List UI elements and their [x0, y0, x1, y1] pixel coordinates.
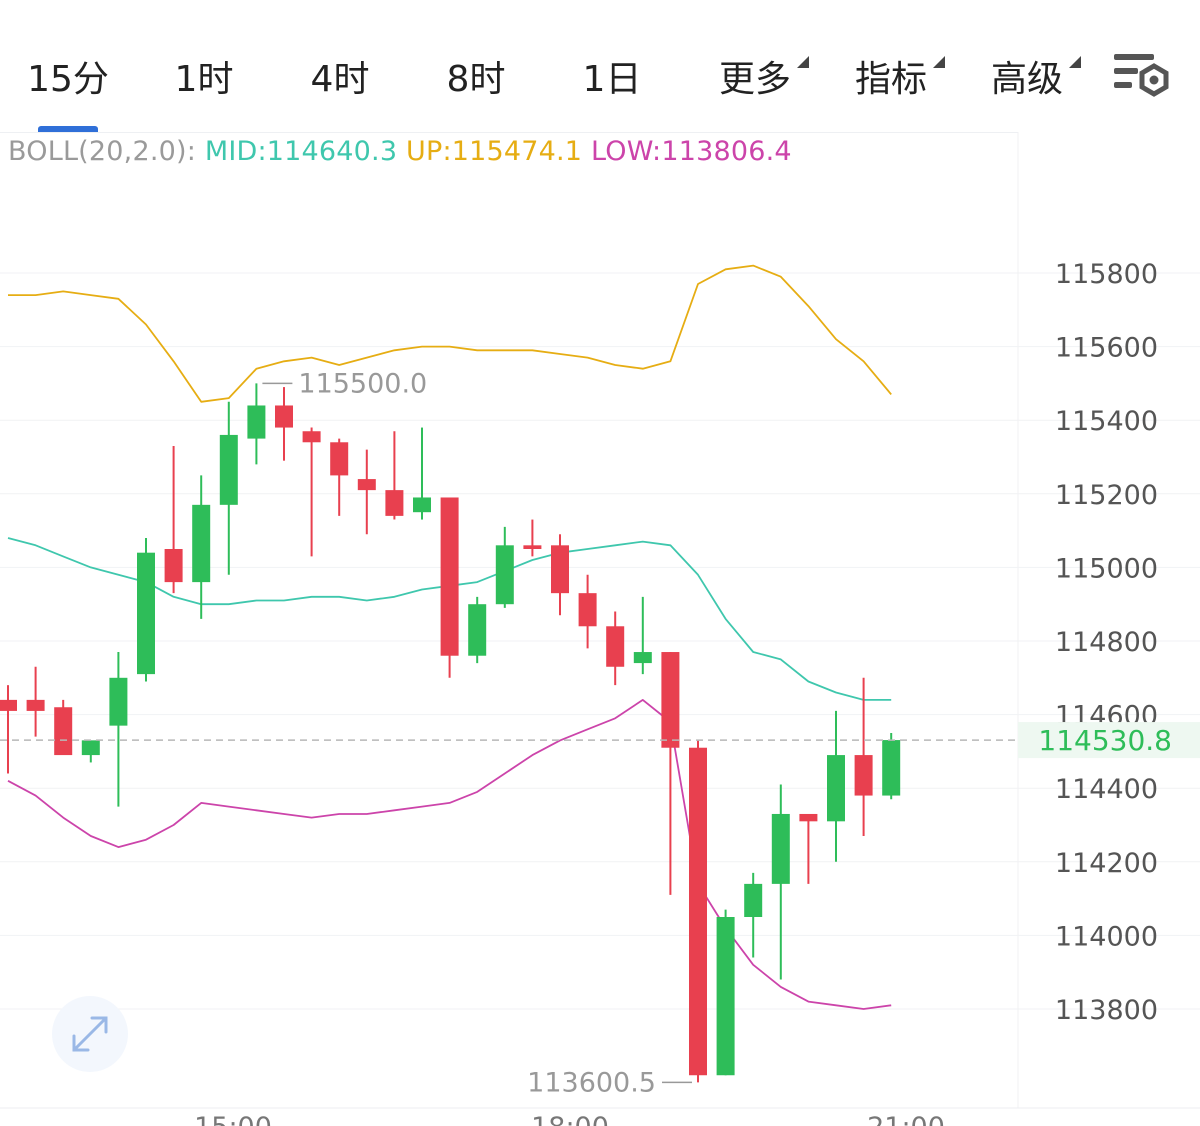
- up-candle: [771, 813, 790, 884]
- current-price-tag: [1018, 722, 1200, 759]
- y-tick-label: 115000: [1055, 553, 1158, 584]
- up-candle: [109, 677, 128, 726]
- fullscreen-button[interactable]: [52, 996, 128, 1072]
- down-candle: [606, 626, 625, 667]
- up-candle: [247, 405, 266, 439]
- x-tick-label: 15:00: [194, 1112, 272, 1126]
- up-candle: [219, 434, 238, 505]
- up-candle: [81, 740, 100, 756]
- price-axis-background: [1018, 132, 1200, 1126]
- down-candle: [385, 490, 404, 516]
- down-candle: [357, 479, 376, 491]
- tab-8h[interactable]: 8时: [408, 20, 544, 132]
- tab-label: 指标: [854, 59, 927, 100]
- min-price-label: 113600.5: [527, 1067, 656, 1098]
- tab-label: 4时: [310, 59, 370, 100]
- down-candle: [275, 405, 293, 428]
- down-candle: [330, 442, 349, 476]
- boll-low-line: [7, 699, 892, 1010]
- boll-indicator-legend: BOLL(20,2.0): MID:114640.3 UP:115474.1 L…: [8, 136, 792, 167]
- down-candle: [689, 747, 707, 1076]
- tab-label: 高级: [990, 59, 1063, 100]
- up-candle: [633, 652, 652, 664]
- y-tick-label: 114400: [1055, 774, 1158, 805]
- up-candle: [744, 883, 763, 917]
- y-tick-label: 114000: [1055, 921, 1158, 952]
- tab-4h[interactable]: 4时: [272, 20, 408, 132]
- tab-label: 15分: [27, 59, 109, 100]
- up-candle: [192, 504, 211, 583]
- up-candle: [468, 604, 487, 656]
- chart-settings-icon: [1114, 54, 1169, 97]
- down-candle: [523, 545, 542, 549]
- active-tab-underline: [38, 126, 98, 132]
- down-candle: [854, 755, 873, 796]
- down-candle: [164, 549, 183, 583]
- y-tick-label: 114200: [1055, 848, 1158, 879]
- down-candle: [0, 699, 17, 711]
- tab-15m[interactable]: 15分: [0, 20, 136, 132]
- up-candle: [413, 497, 431, 513]
- tab-1h[interactable]: 1时: [136, 20, 272, 132]
- up-candle: [137, 552, 155, 675]
- y-tick-label: 114800: [1055, 627, 1158, 658]
- tab-label: 更多: [718, 59, 791, 100]
- down-candle: [578, 593, 597, 627]
- boll-up-line: [8, 264, 892, 403]
- max-price-label: 115500.0: [298, 368, 427, 399]
- tab-label: 8时: [446, 59, 506, 100]
- tab-1d[interactable]: 1日: [544, 20, 680, 132]
- expand-icon: [72, 1016, 108, 1052]
- boll-name: BOLL(20,2.0):: [8, 136, 197, 167]
- down-candle: [54, 707, 73, 756]
- tab-advanced[interactable]: 高级: [972, 20, 1082, 132]
- candlestick-chart[interactable]: 1158001156001154001152001150001148001146…: [0, 132, 1200, 1126]
- boll-low-value: LOW:113806.4: [590, 136, 792, 167]
- dropdown-triangle-icon: [1069, 56, 1081, 68]
- x-tick-label: 18:00: [531, 1112, 609, 1126]
- down-candle: [26, 699, 45, 711]
- y-tick-label: 115600: [1055, 333, 1158, 364]
- chart-settings-button[interactable]: [1110, 48, 1174, 104]
- y-tick-label: 113800: [1055, 995, 1158, 1026]
- down-candle: [440, 497, 459, 656]
- boll-mid-value: MID:114640.3: [204, 136, 398, 167]
- tab-label: 1日: [582, 59, 642, 100]
- down-candle: [661, 652, 680, 748]
- tab-indicators[interactable]: 指标: [836, 20, 946, 132]
- dropdown-triangle-icon: [797, 56, 809, 68]
- down-candle: [551, 545, 569, 594]
- up-candle: [827, 755, 845, 822]
- up-candle: [882, 740, 901, 796]
- down-candle: [302, 431, 321, 443]
- down-candle: [799, 813, 818, 822]
- y-tick-label: 115200: [1055, 480, 1158, 511]
- tab-more[interactable]: 更多: [700, 20, 810, 132]
- boll-up-value: UP:115474.1: [406, 136, 583, 167]
- y-tick-label: 115400: [1055, 406, 1158, 437]
- tab-label: 1时: [174, 59, 234, 100]
- up-candle: [716, 917, 735, 1076]
- current-price-label: 114530.8: [1038, 724, 1172, 757]
- timeframe-tab-bar: 15分 1时 4时 8时 1日 更多 指标 高级: [0, 0, 1200, 133]
- y-tick-label: 115800: [1055, 259, 1158, 290]
- dropdown-triangle-icon: [933, 56, 945, 68]
- x-tick-label: 21:00: [867, 1112, 945, 1126]
- up-candle: [495, 545, 514, 605]
